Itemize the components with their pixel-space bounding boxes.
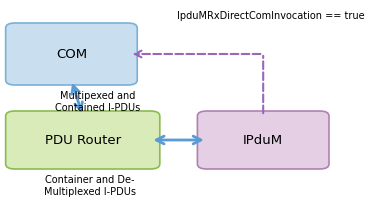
Text: IpduMRxDirectComInvocation == true: IpduMRxDirectComInvocation == true [177,11,365,21]
Text: IPduM: IPduM [243,134,283,146]
Text: Container and De-
Multiplexed I-PDUs: Container and De- Multiplexed I-PDUs [44,175,136,197]
Text: Multipexed and
Contained I-PDUs: Multipexed and Contained I-PDUs [55,91,140,113]
Text: COM: COM [56,47,87,60]
FancyBboxPatch shape [6,111,160,169]
FancyBboxPatch shape [6,23,137,85]
Text: PDU Router: PDU Router [45,134,121,146]
FancyBboxPatch shape [197,111,329,169]
